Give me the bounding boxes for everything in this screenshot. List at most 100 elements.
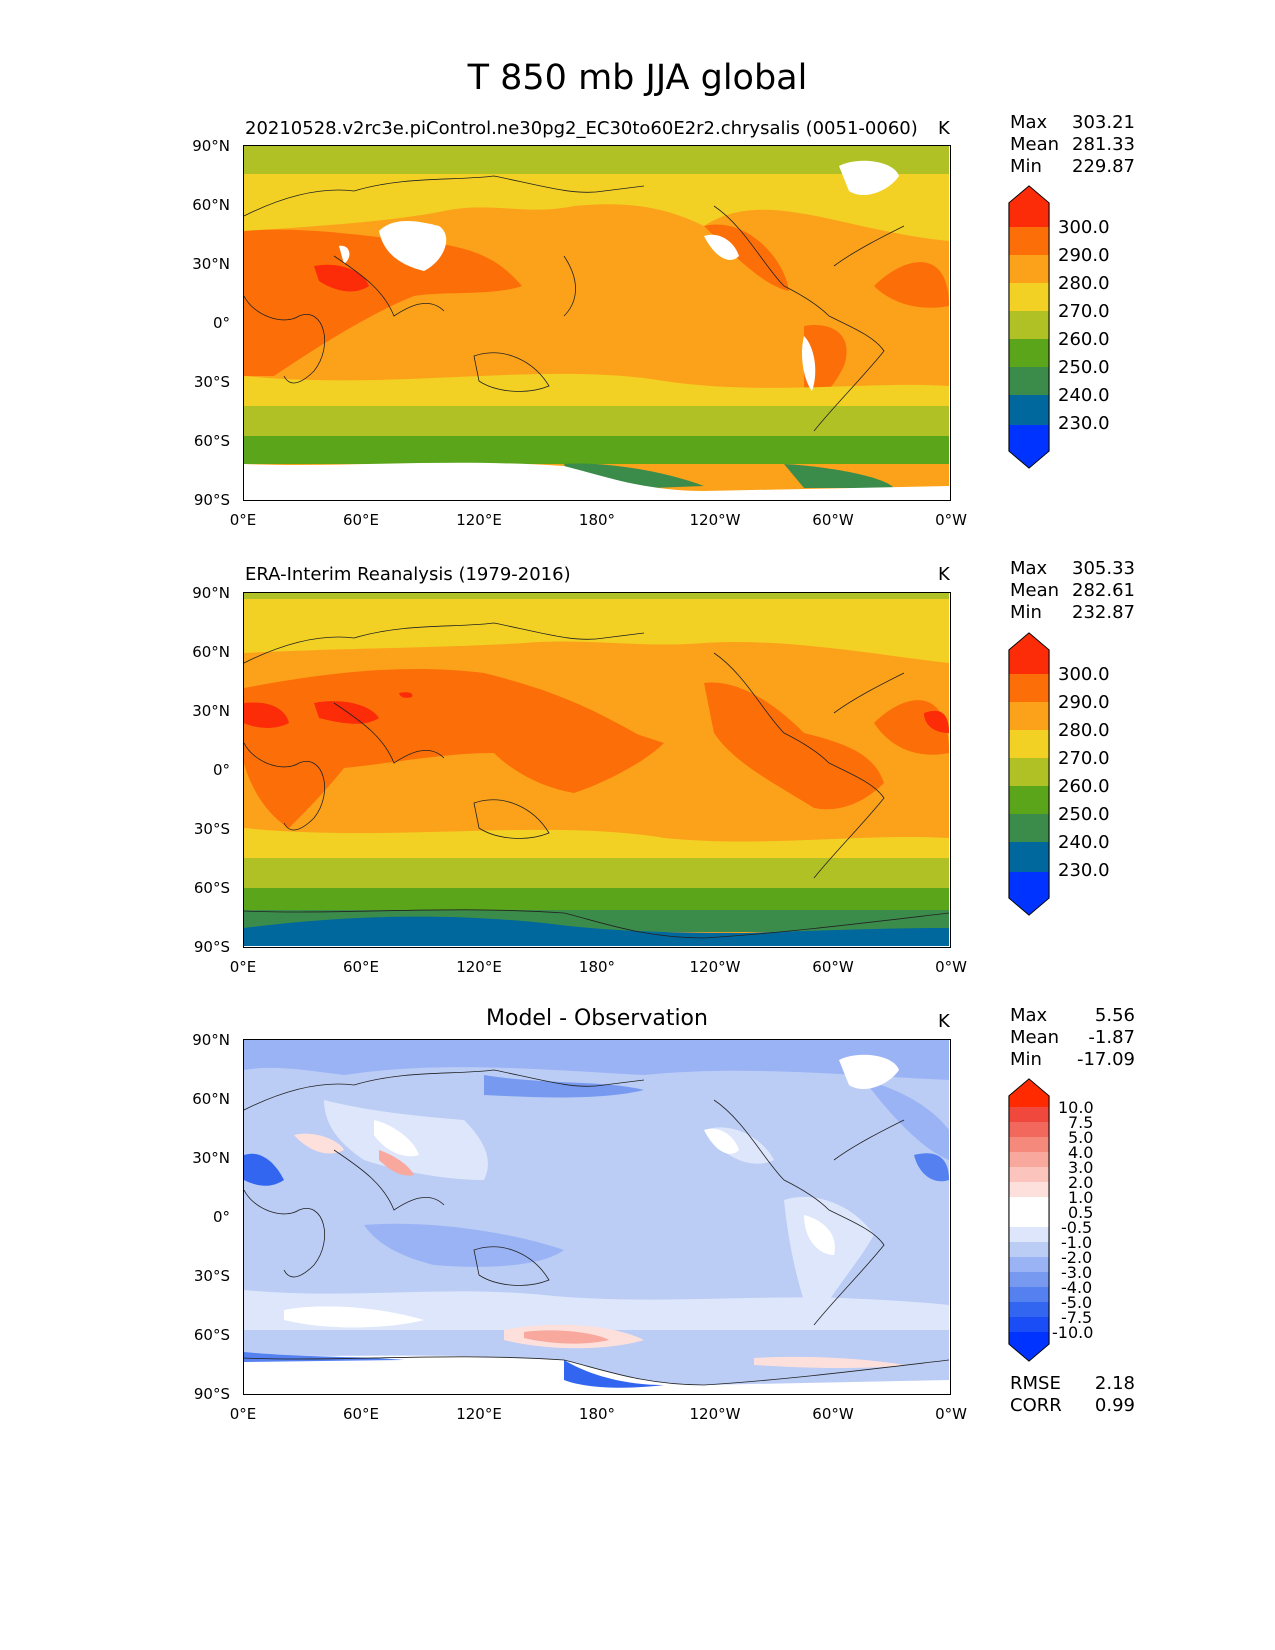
colorbar-tick-label: 290.0 bbox=[1058, 245, 1110, 266]
stat-label: Min bbox=[1010, 602, 1042, 623]
colorbar-tick-label: 280.0 bbox=[1058, 273, 1110, 294]
panel-2-xtick: 120°W bbox=[689, 958, 741, 976]
panel-3-xtick: 120°W bbox=[689, 1405, 741, 1423]
panel-1-ytick: 90°N bbox=[192, 137, 230, 155]
panel-2-ytick: 60°S bbox=[193, 879, 230, 897]
panel-2-xtick: 60°E bbox=[342, 958, 380, 976]
colorbar-tick-label: 2.0 bbox=[1068, 1173, 1094, 1192]
colorbar-tick-label: -10.0 bbox=[1052, 1323, 1094, 1342]
panel-1-ytick: 0° bbox=[212, 314, 230, 332]
metric-value: 2.18 bbox=[1094, 1373, 1135, 1394]
colorbar-tick-label: 250.0 bbox=[1058, 804, 1110, 825]
colorbar-tick-label: 280.0 bbox=[1058, 720, 1110, 741]
colorbar-tick-label: 260.0 bbox=[1058, 776, 1110, 797]
panel-3-map bbox=[243, 1039, 951, 1395]
metric-label: CORR bbox=[1010, 1395, 1062, 1416]
panel-3-xtick: 60°E bbox=[342, 1405, 380, 1423]
colorbar-tick-label: 1.0 bbox=[1068, 1188, 1094, 1207]
figure-title: T 850 mb JJA global bbox=[467, 58, 808, 98]
panel-3-stats: Max 5.56 Mean -1.87 Min -17.09 bbox=[1010, 1005, 1135, 1071]
stat-value: 232.87 bbox=[1072, 602, 1135, 623]
colorbar-tick-label: 250.0 bbox=[1058, 357, 1110, 378]
colorbar-tick-label: 3.0 bbox=[1068, 1158, 1094, 1177]
panel-2-xtick: 120°E bbox=[456, 958, 502, 976]
metric-label: RMSE bbox=[1010, 1373, 1061, 1394]
panel-3-xtick: 120°E bbox=[456, 1405, 502, 1423]
panel-2-xtick: 0°E bbox=[229, 958, 257, 976]
panel-3-title: Model - Observation bbox=[486, 1006, 708, 1031]
panel-3-ytick: 90°N bbox=[192, 1031, 230, 1049]
panel-2-ytick: 90°N bbox=[192, 584, 230, 602]
panel-3-ytick: 30°S bbox=[193, 1267, 230, 1285]
panel-1-xtick: 60°E bbox=[342, 511, 380, 529]
stat-label: Min bbox=[1010, 1049, 1042, 1070]
colorbar-tick-label: 5.0 bbox=[1068, 1128, 1094, 1147]
colorbar-tick-label: 270.0 bbox=[1058, 301, 1110, 322]
panel-2-ytick: 0° bbox=[212, 761, 230, 779]
colorbar-tick-label: 230.0 bbox=[1058, 860, 1110, 881]
metric-value: 0.99 bbox=[1094, 1395, 1135, 1416]
panel-3-xtick: 0°W bbox=[935, 1405, 967, 1423]
stat-value: -17.09 bbox=[1076, 1049, 1135, 1070]
stat-label: Min bbox=[1010, 156, 1042, 177]
panel-3-xtick: 60°W bbox=[812, 1405, 854, 1423]
panel-3-ytick: 90°S bbox=[193, 1385, 230, 1403]
panel-2-ytick: 30°N bbox=[192, 702, 230, 720]
colorbar-tick-label: 7.5 bbox=[1068, 1113, 1094, 1132]
panel-1-ytick: 90°S bbox=[193, 491, 230, 509]
stat-value: 5.56 bbox=[1094, 1005, 1135, 1026]
panel-3-xtick: 180° bbox=[578, 1405, 616, 1423]
colorbar-tick-label: 10.0 bbox=[1058, 1098, 1094, 1117]
colorbar-tick-label: 300.0 bbox=[1058, 664, 1110, 685]
panel-1-xtick: 180° bbox=[578, 511, 616, 529]
panel-3-xtick: 0°E bbox=[229, 1405, 257, 1423]
colorbar-tick-label: 270.0 bbox=[1058, 748, 1110, 769]
panel-1-map bbox=[243, 145, 951, 501]
colorbar-tick-label: -0.5 bbox=[1061, 1218, 1093, 1237]
panel-3-colorbar bbox=[1008, 1078, 1050, 1362]
panel-1-units: K bbox=[938, 118, 950, 139]
panel-2-map bbox=[243, 592, 951, 948]
panel-3-units: K bbox=[938, 1011, 950, 1032]
stat-label: Mean bbox=[1010, 580, 1060, 601]
colorbar-tick-label: 300.0 bbox=[1058, 217, 1110, 238]
panel-2-ytick: 90°S bbox=[193, 938, 230, 956]
panel-1-xtick: 120°W bbox=[689, 511, 741, 529]
panel-2-xtick: 0°W bbox=[935, 958, 967, 976]
colorbar-tick-label: -4.0 bbox=[1061, 1278, 1093, 1297]
panel-1-xtick: 60°W bbox=[812, 511, 854, 529]
colorbar-tick-label: 240.0 bbox=[1058, 832, 1110, 853]
colorbar-tick-label: 290.0 bbox=[1058, 692, 1110, 713]
panel-2-xtick: 180° bbox=[578, 958, 616, 976]
panel-3-ytick: 30°N bbox=[192, 1149, 230, 1167]
panel-2-units: K bbox=[938, 564, 950, 585]
panel-1-ytick: 60°N bbox=[192, 196, 230, 214]
panel-1-title: 20210528.v2rc3e.piControl.ne30pg2_EC30to… bbox=[245, 118, 918, 139]
panel-1-ytick: 60°S bbox=[193, 432, 230, 450]
panel-2-stats: Max 305.33 Mean 282.61 Min 232.87 bbox=[1010, 558, 1135, 624]
colorbar-tick-label: -5.0 bbox=[1061, 1293, 1093, 1312]
panel-1-colorbar bbox=[1008, 185, 1050, 469]
colorbar-tick-label: -2.0 bbox=[1061, 1248, 1093, 1267]
panel-2-title: ERA-Interim Reanalysis (1979-2016) bbox=[245, 564, 571, 585]
panel-2-ytick: 60°N bbox=[192, 643, 230, 661]
colorbar-tick-label: -3.0 bbox=[1061, 1263, 1093, 1282]
panel-2-ytick: 30°S bbox=[193, 820, 230, 838]
panel-1-stats: Max 303.21 Mean 281.33 Min 229.87 bbox=[1010, 112, 1135, 178]
stat-value: 305.33 bbox=[1072, 558, 1135, 579]
colorbar-tick-label: -7.5 bbox=[1061, 1308, 1093, 1327]
panel-1-xtick: 120°E bbox=[456, 511, 502, 529]
stat-label: Max bbox=[1010, 558, 1048, 579]
panel-2-xtick: 60°W bbox=[812, 958, 854, 976]
stat-value: 281.33 bbox=[1072, 134, 1135, 155]
panel-3-metrics: RMSE 2.18 CORR 0.99 bbox=[1010, 1373, 1135, 1417]
colorbar-tick-label: 4.0 bbox=[1068, 1143, 1094, 1162]
colorbar-tick-label: 260.0 bbox=[1058, 329, 1110, 350]
stat-label: Max bbox=[1010, 1005, 1048, 1026]
stat-value: -1.87 bbox=[1088, 1027, 1135, 1048]
panel-1-ytick: 30°N bbox=[192, 255, 230, 273]
colorbar-tick-label: 0.5 bbox=[1068, 1203, 1094, 1222]
panel-3-ytick: 60°N bbox=[192, 1090, 230, 1108]
panel-1-ytick: 30°S bbox=[193, 373, 230, 391]
stat-value: 282.61 bbox=[1072, 580, 1135, 601]
